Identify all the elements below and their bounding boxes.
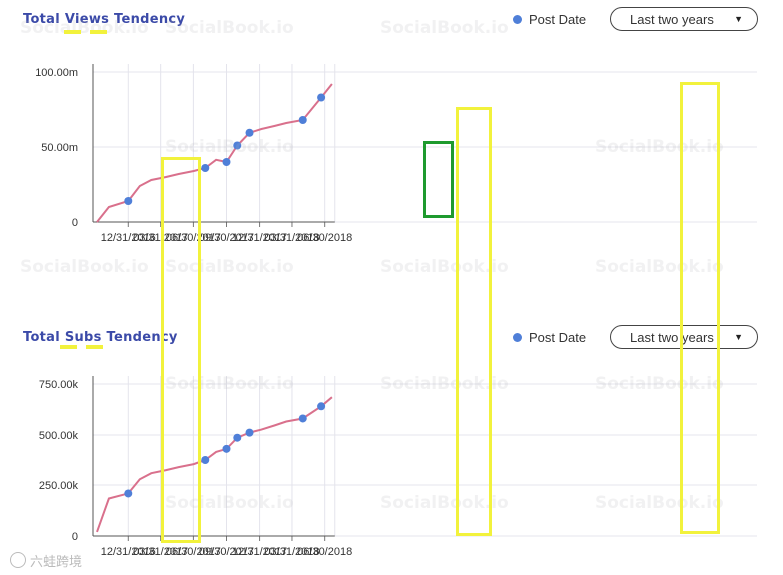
x-tick-label: 12/31/2017	[232, 546, 287, 558]
subs-chart-plot: 750.00k500.00k250.00k012/31/201603/31/20…	[39, 376, 757, 558]
post-date-point	[124, 489, 133, 498]
watermark: SocialBook.io	[165, 257, 294, 277]
highlight-underline	[90, 30, 107, 34]
x-tick-label: 03/31/2017	[133, 232, 188, 244]
y-tick-label: 100.00m	[35, 67, 78, 79]
subs-legend[interactable]: Post Date	[513, 330, 586, 345]
x-tick-label: 06/30/2017	[166, 546, 221, 558]
x-tick-label: 06/30/2018	[297, 232, 352, 244]
post-date-point	[201, 164, 210, 172]
watermark: SocialBook.io	[595, 257, 724, 277]
post-date-point	[222, 444, 231, 453]
views-chart-title: Total Views Tendency	[23, 12, 186, 27]
watermark: SocialBook.io	[20, 257, 149, 277]
subs-range-select[interactable]: Last two years ▼	[610, 325, 758, 349]
post-date-dot-icon	[513, 15, 522, 24]
y-tick-label: 50.00m	[41, 142, 78, 154]
subs-range-select-value: Last two years	[630, 329, 714, 345]
post-date-dot-icon	[513, 333, 522, 342]
x-tick-label: 09/30/2017	[199, 232, 254, 244]
x-tick-label: 03/31/2018	[264, 232, 319, 244]
subs-chart-panel: 750.00k 500.00k 250.00k 0 12/31/2016 03/31/20…	[0, 318, 783, 575]
watermark: SocialBook.io	[380, 257, 509, 277]
views-chart-plot: 100.00m50.00m012/31/201603/31/201706/30/…	[35, 64, 757, 244]
post-date-point	[233, 433, 242, 442]
y-tick-label: 250.00k	[39, 480, 79, 492]
views-chart-panel: 100.00m 50.00m 0 12/31/2016 03/31/2017 06/30/…	[0, 0, 783, 260]
x-tick-label: 12/31/2016	[101, 232, 156, 244]
chevron-down-icon: ▼	[734, 332, 743, 342]
views-legend[interactable]: Post Date	[513, 12, 586, 27]
post-date-point	[201, 456, 210, 464]
post-date-point	[245, 428, 254, 437]
x-tick-label: 06/30/2017	[166, 232, 221, 244]
chevron-down-icon: ▼	[734, 14, 743, 24]
x-tick-label: 03/31/2018	[264, 546, 319, 558]
x-tick-label: 06/30/2018	[297, 546, 352, 558]
post-date-point	[317, 93, 326, 102]
highlight-underline	[86, 345, 103, 349]
footer-watermark: 六蛙跨境	[10, 551, 82, 570]
y-tick-label: 0	[72, 217, 78, 229]
post-date-point	[317, 402, 326, 411]
brand-logo-icon	[10, 552, 26, 568]
x-tick-label: 03/31/2017	[133, 546, 188, 558]
post-date-point	[233, 141, 242, 150]
highlight-underline	[60, 345, 77, 349]
post-date-point	[298, 116, 307, 124]
x-tick-label: 09/30/2017	[199, 546, 254, 558]
post-date-point	[222, 158, 231, 166]
y-tick-label: 750.00k	[39, 379, 79, 391]
post-date-point	[124, 197, 133, 205]
series-line	[96, 396, 333, 533]
subs-legend-label: Post Date	[529, 330, 587, 345]
post-date-point	[245, 128, 254, 137]
y-tick-label: 500.00k	[39, 430, 79, 442]
x-tick-label: 12/31/2017	[232, 232, 287, 244]
views-range-select-value: Last two years	[630, 11, 714, 27]
post-date-point	[298, 414, 307, 423]
footer-watermark-text: 六蛙跨境	[30, 554, 83, 569]
y-tick-label: 0	[72, 531, 78, 543]
highlight-underline	[64, 30, 81, 34]
views-legend-label: Post Date	[529, 12, 587, 27]
views-range-select[interactable]: Last two years ▼	[610, 7, 758, 31]
series-line	[96, 83, 333, 223]
x-tick-label: 12/31/2016	[101, 546, 156, 558]
subs-chart-title: Total Subs Tendency	[23, 330, 178, 345]
